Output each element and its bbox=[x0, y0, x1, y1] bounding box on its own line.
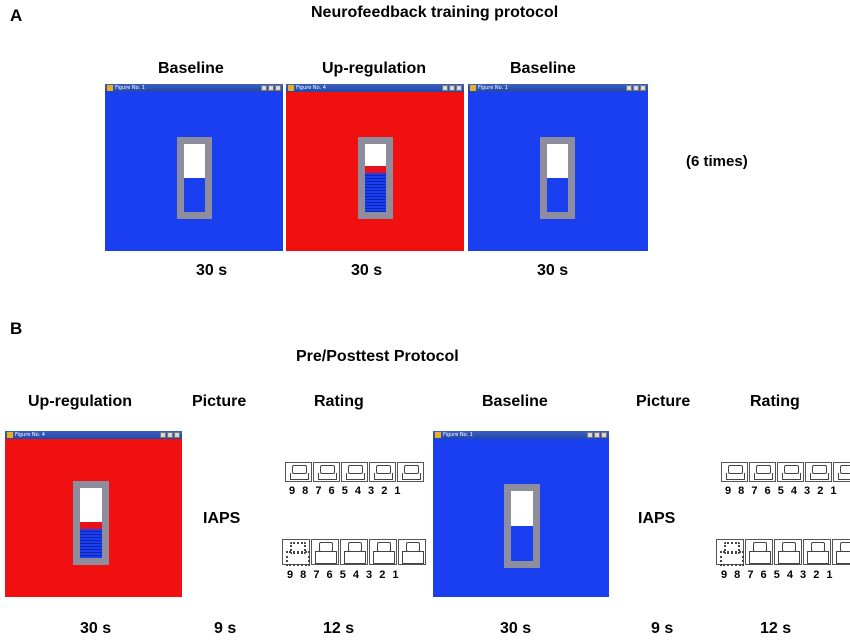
panel-b-duration-5: 9 s bbox=[651, 620, 674, 637]
sam-figure bbox=[369, 462, 396, 482]
panel-b-duration-2: 9 s bbox=[214, 620, 237, 637]
sam-figure bbox=[313, 462, 340, 482]
sam-figure bbox=[749, 462, 776, 482]
thermometer-bar bbox=[358, 137, 393, 219]
panel-b-duration-6: 12 s bbox=[760, 620, 792, 637]
sam-figure bbox=[716, 539, 744, 566]
feedback-background bbox=[468, 92, 648, 251]
feedback-background bbox=[5, 439, 182, 597]
sam-figure bbox=[398, 539, 426, 565]
sam-figure bbox=[805, 462, 832, 482]
window-icon bbox=[435, 432, 441, 438]
window-title: Figure No. 4 bbox=[15, 432, 45, 438]
panel-a-label-baseline-2: Baseline bbox=[510, 60, 576, 77]
valence-scale-1 bbox=[285, 462, 425, 482]
panel-a-duration-2: 30 s bbox=[351, 262, 383, 279]
valence-scale-numbers-2: 9 8 7 6 5 4 3 2 1 bbox=[725, 485, 839, 497]
sam-figure bbox=[282, 539, 310, 566]
window-controls bbox=[442, 85, 462, 91]
sam-figure bbox=[340, 539, 368, 565]
sam-figure bbox=[721, 462, 748, 482]
window-title: Figure No. 1 bbox=[443, 432, 473, 438]
thermometer-bar bbox=[73, 481, 109, 565]
window-controls bbox=[587, 432, 607, 438]
panel-a-label-upregulation: Up-regulation bbox=[322, 60, 426, 77]
thermometer-level bbox=[511, 526, 533, 561]
panel-a-title: Neurofeedback training protocol bbox=[311, 4, 559, 21]
window-title: Figure No. 4 bbox=[296, 85, 326, 91]
sam-figure bbox=[833, 462, 850, 482]
sam-figure bbox=[285, 462, 312, 482]
valence-scale-numbers-1: 9 8 7 6 5 4 3 2 1 bbox=[289, 485, 403, 497]
arousal-scale-numbers-1: 9 8 7 6 5 4 3 2 1 bbox=[287, 569, 401, 581]
baseline-window-2: Figure No. 1 bbox=[468, 84, 648, 251]
window-titlebar: Figure No. 4 bbox=[5, 431, 182, 439]
window-controls bbox=[261, 85, 281, 91]
thermometer-bar bbox=[540, 137, 575, 219]
thermometer-target-marker bbox=[80, 522, 102, 529]
panel-b-label-rating-1: Rating bbox=[314, 393, 364, 410]
arousal-scale-2 bbox=[716, 539, 850, 566]
arousal-scale-numbers-2: 9 8 7 6 5 4 3 2 1 bbox=[721, 569, 835, 581]
window-icon bbox=[288, 85, 294, 91]
window-icon bbox=[470, 85, 476, 91]
feedback-background bbox=[433, 439, 609, 597]
panel-b-label-rating-2: Rating bbox=[750, 393, 800, 410]
baseline-window-1: Figure No. 1 bbox=[105, 84, 283, 251]
arousal-scale-1 bbox=[282, 539, 427, 566]
sam-figure bbox=[369, 539, 397, 565]
window-controls bbox=[160, 432, 180, 438]
thermometer-target-marker bbox=[365, 166, 386, 173]
window-title: Figure No. 1 bbox=[115, 85, 145, 91]
feedback-background bbox=[105, 92, 283, 251]
window-titlebar: Figure No. 4 bbox=[286, 84, 464, 92]
window-titlebar: Figure No. 1 bbox=[105, 84, 283, 92]
panel-a-letter: A bbox=[10, 6, 23, 25]
panel-b-duration-4: 30 s bbox=[500, 620, 532, 637]
feedback-background bbox=[286, 92, 464, 251]
panel-a-label-baseline-1: Baseline bbox=[158, 60, 224, 77]
panel-a-duration-3: 30 s bbox=[537, 262, 569, 279]
sam-figure bbox=[341, 462, 368, 482]
panel-b-label-picture-1: Picture bbox=[192, 393, 247, 410]
panel-b-upregulation-window: Figure No. 4 bbox=[5, 431, 182, 597]
window-icon bbox=[7, 432, 13, 438]
window-titlebar: Figure No. 1 bbox=[433, 431, 609, 439]
valence-scale-2 bbox=[721, 462, 850, 482]
sam-figure bbox=[397, 462, 424, 482]
thermometer-level bbox=[547, 178, 568, 212]
sam-figure bbox=[745, 539, 773, 565]
window-titlebar: Figure No. 1 bbox=[468, 84, 648, 92]
panel-b-duration-1: 30 s bbox=[80, 620, 112, 637]
thermometer-bar bbox=[177, 137, 212, 219]
panel-b-duration-3: 12 s bbox=[323, 620, 355, 637]
sam-figure bbox=[803, 539, 831, 565]
iaps-picture-2: IAPS bbox=[638, 510, 676, 527]
panel-b-label-baseline: Baseline bbox=[482, 393, 548, 410]
repeat-note: (6 times) bbox=[686, 153, 748, 170]
upregulation-window: Figure No. 4 bbox=[286, 84, 464, 251]
thermometer-bar bbox=[504, 484, 540, 568]
sam-figure bbox=[777, 462, 804, 482]
window-title: Figure No. 1 bbox=[478, 85, 508, 91]
sam-figure bbox=[774, 539, 802, 565]
panel-b-letter: B bbox=[10, 319, 23, 338]
thermometer-level bbox=[365, 172, 386, 212]
sam-figure bbox=[311, 539, 339, 565]
window-icon bbox=[107, 85, 113, 91]
iaps-picture-1: IAPS bbox=[203, 510, 241, 527]
thermometer-level bbox=[184, 178, 205, 212]
panel-b-baseline-window: Figure No. 1 bbox=[433, 431, 609, 597]
panel-a-duration-1: 30 s bbox=[196, 262, 228, 279]
window-controls bbox=[626, 85, 646, 91]
panel-b-label-picture-2: Picture bbox=[636, 393, 691, 410]
thermometer-level bbox=[80, 528, 102, 558]
panel-b-label-upregulation: Up-regulation bbox=[28, 393, 132, 410]
panel-b-title: Pre/Posttest Protocol bbox=[296, 348, 459, 365]
sam-figure bbox=[832, 539, 850, 565]
